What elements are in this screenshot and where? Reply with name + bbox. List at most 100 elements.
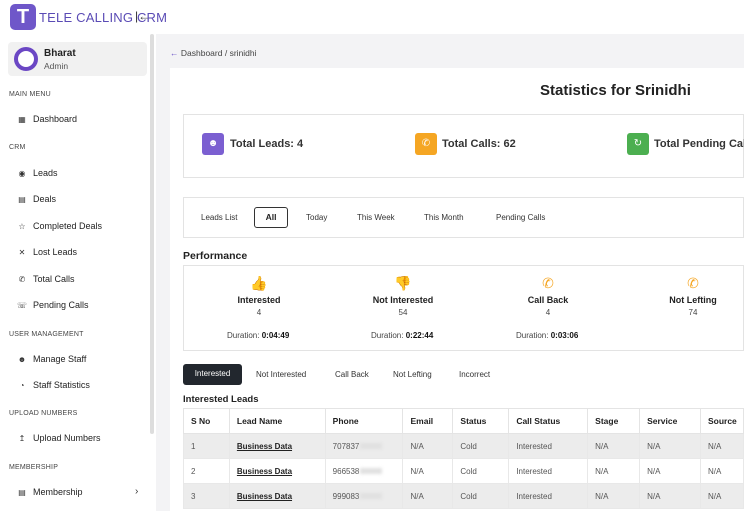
phone-pending-icon: ☏ — [17, 301, 28, 310]
phone-icon: ✆ — [542, 275, 554, 291]
section-crm: CRM — [9, 144, 26, 151]
phone-icon: ✆ — [415, 133, 437, 155]
lead-name-link[interactable]: Business Data — [228, 433, 326, 459]
refresh-icon: ↻ — [627, 133, 649, 155]
perf-name: Not Lefting — [669, 295, 717, 305]
table-header-row: S No Lead Name Phone Email Status Call S… — [183, 408, 744, 434]
total-calls: Total Calls: 62 — [442, 138, 516, 150]
column-header[interactable]: Source — [699, 408, 744, 434]
table-row[interactable]: 1 Business Data 707837 N/A Cold Interest… — [183, 433, 744, 459]
filter-tab-call-back[interactable]: Call Back — [335, 370, 369, 379]
filter-tab-not-lefting[interactable]: Not Lefting — [393, 370, 432, 379]
perf-count: 54 — [398, 308, 408, 317]
column-header[interactable]: Status — [452, 408, 510, 434]
tab-all[interactable]: All — [254, 207, 288, 228]
sidebar-item-manage-staff[interactable]: ☻ Manage Staff — [17, 354, 87, 364]
sidebar-item-staff-statistics[interactable]: ◔ Staff Statistics — [17, 380, 90, 390]
perf-count: 74 — [688, 308, 698, 317]
column-header[interactable]: Email — [402, 408, 454, 434]
sidebar-item-deals[interactable]: ▤ Deals — [17, 194, 56, 204]
sidebar-item-leads[interactable]: ◉ Leads — [17, 168, 58, 178]
filter-tab-incorrect[interactable]: Incorrect — [459, 370, 491, 379]
close-icon: ✕ — [18, 248, 26, 257]
cell-phone: 707837 — [324, 433, 404, 459]
lead-name-link[interactable]: Business Data — [228, 483, 326, 509]
grid-icon: ▦ — [18, 115, 26, 124]
chevron-right-icon[interactable]: › — [135, 486, 139, 497]
total-leads: Total Leads: 4 — [230, 138, 304, 150]
cell-email: N/A — [402, 483, 454, 509]
cell-service: N/A — [639, 433, 701, 459]
section-main-menu: MAIN MENU — [9, 91, 51, 98]
table-row[interactable]: 3 Business Data 999083 N/A Cold Interest… — [183, 483, 744, 509]
sidebar-item-membership[interactable]: ▤ Membership — [17, 487, 83, 497]
section-user-management: USER MANAGEMENT — [9, 331, 84, 338]
sidebar-item-dashboard[interactable]: ▦ Dashboard — [17, 114, 77, 124]
users-icon: ☻ — [17, 355, 27, 364]
sidebar-item-label: Deals — [33, 194, 57, 204]
tab-this-week[interactable]: This Week — [357, 213, 395, 222]
column-header[interactable]: Lead Name — [228, 408, 326, 434]
performance-card: 👍 Interested 4 Duration: 0:04:49 👎 Not I… — [183, 265, 744, 351]
section-upload-numbers: UPLOAD NUMBERS — [9, 410, 78, 417]
sidebar-item-total-calls[interactable]: ✆ Total Calls — [17, 274, 75, 284]
table-row[interactable]: 2 Business Data 966538 N/A Cold Interest… — [183, 458, 744, 484]
cell-service: N/A — [639, 483, 701, 509]
sidebar-item-label: Completed Deals — [33, 221, 103, 231]
table-title: Interested Leads — [183, 394, 259, 405]
period-tabs: Leads List All Today This Week This Mont… — [183, 197, 744, 238]
column-header[interactable]: S No — [183, 408, 230, 434]
sidebar-item-label: Staff Statistics — [33, 380, 90, 390]
column-header[interactable]: Stage — [587, 408, 641, 434]
sidebar-item-label: Membership — [33, 487, 83, 497]
cell-email: N/A — [402, 458, 454, 484]
phone-off-icon: ✆ — [687, 275, 699, 291]
thumbs-up-icon: 👍 — [250, 275, 268, 291]
column-header[interactable]: Service — [639, 408, 701, 434]
perf-call-back: ✆ Call Back 4 — [478, 275, 618, 317]
sidebar-item-label: Lost Leads — [33, 247, 78, 257]
back-arrow-icon[interactable]: ← — [170, 48, 179, 58]
thumbs-down-icon: 👎 — [394, 275, 412, 291]
cell-sno: 3 — [183, 483, 230, 509]
tab-today[interactable]: Today — [306, 213, 328, 222]
deals-icon: ▤ — [18, 195, 26, 204]
phone-icon: ✆ — [18, 275, 26, 284]
cell-status: Cold — [452, 483, 510, 509]
cell-status: Cold — [452, 458, 510, 484]
collapse-icon[interactable]: |← — [135, 9, 151, 23]
perf-duration: Duration: 0:04:49 — [227, 331, 290, 340]
filter-tab-not-interested[interactable]: Not Interested — [256, 370, 307, 379]
sidebar-item-lost-leads[interactable]: ✕ Lost Leads — [17, 247, 77, 257]
perf-name: Interested — [237, 295, 281, 305]
lead-name-link[interactable]: Business Data — [228, 458, 326, 484]
app-name: TELE CALLING CRM — [39, 10, 168, 25]
column-header[interactable]: Call Status — [508, 408, 589, 434]
tab-leads-list[interactable]: Leads List — [201, 213, 238, 222]
cell-service: N/A — [639, 458, 701, 484]
sidebar-item-pending-calls[interactable]: ☏ Pending Calls — [17, 300, 89, 310]
sidebar-scrollbar[interactable] — [150, 34, 154, 434]
avatar — [14, 47, 38, 71]
cell-sno: 2 — [183, 458, 230, 484]
document-icon: ▤ — [18, 488, 26, 497]
user-name: Bharat — [44, 48, 76, 59]
cell-stage: N/A — [587, 483, 641, 509]
column-header[interactable]: Phone — [324, 408, 404, 434]
tab-this-month[interactable]: This Month — [424, 213, 464, 222]
tab-pending-calls[interactable]: Pending Calls — [496, 213, 546, 222]
sidebar-item-label: Upload Numbers — [33, 433, 101, 443]
perf-duration: Duration: 0:03:06 — [516, 331, 579, 340]
sidebar-item-completed-deals[interactable]: ☆ Completed Deals — [17, 221, 102, 231]
upload-icon: ↥ — [18, 434, 26, 443]
sidebar-item-label: Pending Calls — [33, 300, 89, 310]
pie-chart-icon: ◔ — [19, 381, 25, 390]
sidebar: Bharat Admin MAIN MENU ▦ Dashboard CRM ◉ L… — [0, 34, 156, 511]
perf-name: Not Interested — [372, 295, 434, 305]
user-card[interactable]: Bharat Admin — [8, 42, 147, 76]
sidebar-item-upload-numbers[interactable]: ↥ Upload Numbers — [17, 433, 101, 443]
cell-email: N/A — [402, 433, 454, 459]
filter-tab-interested[interactable]: Interested — [183, 364, 242, 385]
breadcrumb-home[interactable]: Dashboard — [180, 48, 223, 58]
cell-call-status: Interested — [508, 458, 589, 484]
